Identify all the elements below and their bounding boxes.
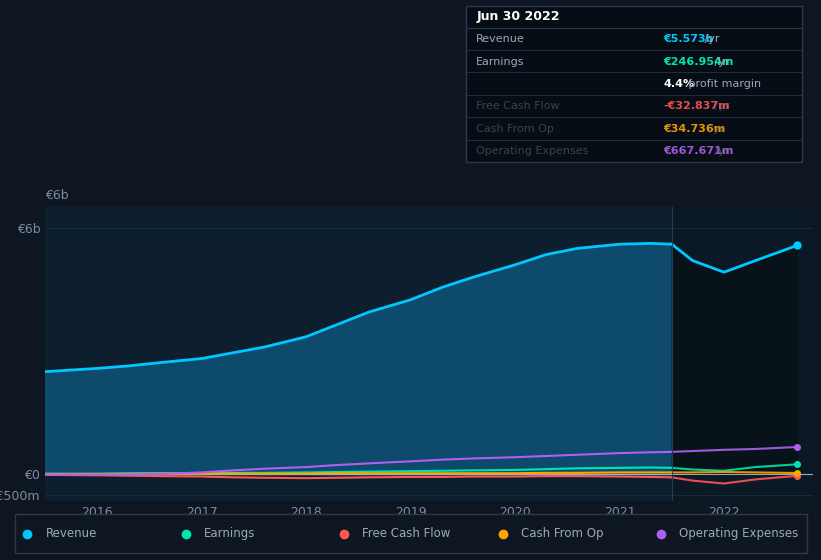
Text: Earnings: Earnings (204, 527, 255, 540)
Text: /yr: /yr (711, 57, 730, 67)
Text: Earnings: Earnings (476, 57, 525, 67)
Text: €667.671m: €667.671m (663, 146, 734, 156)
Text: Revenue: Revenue (476, 34, 525, 44)
Text: /yr: /yr (706, 124, 725, 134)
Text: €6b: €6b (45, 189, 69, 202)
Text: /yr: /yr (701, 34, 719, 44)
Text: €246.954m: €246.954m (663, 57, 734, 67)
Text: Free Cash Flow: Free Cash Flow (476, 101, 560, 111)
Text: Revenue: Revenue (45, 527, 97, 540)
Text: Cash From Op: Cash From Op (476, 124, 554, 134)
Text: Operating Expenses: Operating Expenses (679, 527, 799, 540)
Text: Jun 30 2022: Jun 30 2022 (476, 10, 560, 24)
Bar (672, 207, 813, 501)
Text: €5.573b: €5.573b (663, 34, 714, 44)
Text: Cash From Op: Cash From Op (521, 527, 603, 540)
Text: 4.4%: 4.4% (663, 79, 695, 89)
Text: /yr: /yr (711, 101, 730, 111)
Text: Free Cash Flow: Free Cash Flow (362, 527, 451, 540)
Text: €34.736m: €34.736m (663, 124, 726, 134)
Text: Operating Expenses: Operating Expenses (476, 146, 589, 156)
Text: -€32.837m: -€32.837m (663, 101, 730, 111)
Text: profit margin: profit margin (685, 79, 761, 89)
Text: /yr: /yr (711, 146, 730, 156)
